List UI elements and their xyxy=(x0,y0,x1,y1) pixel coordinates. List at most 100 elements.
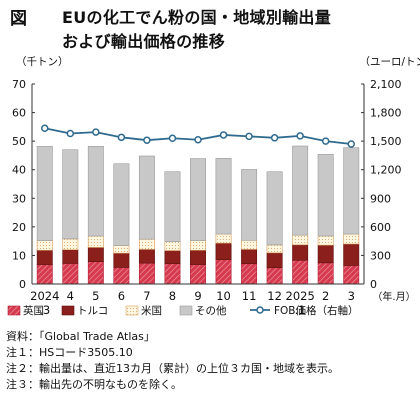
bar-segment xyxy=(164,241,181,251)
fob-price-point xyxy=(296,132,304,140)
bar-segment xyxy=(266,267,283,285)
fob-price-point xyxy=(66,129,75,138)
y-tick-label: 20 xyxy=(12,221,26,234)
bar-segment xyxy=(317,153,334,237)
bar-segment xyxy=(292,145,309,236)
legend-label: トルコ xyxy=(77,305,108,317)
fob-price-point xyxy=(347,140,355,148)
bar-segment xyxy=(215,242,232,261)
fob-price-point xyxy=(117,133,126,142)
bar-segment xyxy=(343,147,360,235)
x-tick-label: 8 xyxy=(169,289,176,303)
notes-block: 資料：「Global Trade Atlas」 注１：HSコード3505.10 … xyxy=(6,329,339,393)
y2-tick-label: 300 xyxy=(370,249,391,262)
y2-tick-label: 0 xyxy=(370,278,377,291)
x-tick-label: 9 xyxy=(194,289,201,303)
bar-segment xyxy=(241,169,258,241)
bar-segment xyxy=(266,171,283,246)
legend-swatch xyxy=(125,305,139,316)
bar-segment xyxy=(36,264,53,285)
bar-segment xyxy=(292,234,309,246)
y2-tick-label: 600 xyxy=(370,221,391,234)
legend-line-marker xyxy=(256,306,264,314)
bar-segment xyxy=(138,155,155,240)
bar-segment xyxy=(138,249,155,264)
y2-tick-label: 900 xyxy=(370,192,391,205)
legend-swatch xyxy=(179,305,193,316)
bar-segment xyxy=(292,259,309,285)
legend-label: FOB価格（右軸） xyxy=(274,304,359,317)
fob-price-point xyxy=(41,124,49,133)
bar-segment xyxy=(317,244,334,264)
figure-label: 図 xyxy=(10,9,27,29)
bar-segment xyxy=(36,145,53,241)
bar-segment xyxy=(266,252,283,269)
x-tick-label: 7 xyxy=(143,289,150,303)
bar-segment xyxy=(164,171,181,243)
x-unit-label: （年.月） xyxy=(372,290,415,303)
y2-tick-label: 1,500 xyxy=(370,135,402,148)
bar-segment xyxy=(215,259,232,285)
fob-price-point xyxy=(168,134,177,143)
source-note: 資料：「Global Trade Atlas」 xyxy=(6,330,155,343)
y-tick-label: 60 xyxy=(12,107,26,120)
y2-tick-label: 1,800 xyxy=(370,107,402,120)
x-tick-label: 2025 xyxy=(286,289,315,303)
note-2: 注２：輸出量は、直近13カ月（累計）の上位３カ国・地域を表示。 xyxy=(6,362,339,375)
bar-segment xyxy=(343,265,360,285)
y-tick-label: 70 xyxy=(12,78,26,91)
bar-segment xyxy=(164,250,181,265)
figure-title-block: 図 EUの化工でん粉の国・地域別輸出量 および輸出価格の推移 xyxy=(0,0,420,52)
y2-tick-label: 1,200 xyxy=(370,164,402,177)
bar-segment xyxy=(36,249,53,265)
fob-price-point xyxy=(270,134,279,142)
figure-title-line1: EUの化工でん粉の国・地域別輸出量 xyxy=(62,8,332,27)
x-tick-label: 10 xyxy=(216,289,231,303)
bar-segment xyxy=(241,263,258,285)
left-axis-title: （千トン） xyxy=(16,56,69,68)
y-tick-label: 40 xyxy=(12,164,26,177)
bar-segment xyxy=(266,244,283,254)
x-tick-label: 4 xyxy=(67,289,74,303)
figure-title-line2: および輸出価格の推移 xyxy=(62,32,226,51)
bar-segment xyxy=(87,247,104,263)
bar-segment xyxy=(138,262,155,285)
y-tick-label: 10 xyxy=(12,249,26,262)
bar-segment xyxy=(87,235,104,248)
bar-segment xyxy=(215,157,232,235)
x-tick-label: .1 xyxy=(295,303,306,317)
bar-segment xyxy=(190,240,206,251)
bar-segment xyxy=(317,235,334,246)
bar-segment xyxy=(292,244,309,261)
x-tick-label: 2024 xyxy=(30,289,59,303)
bar-segment xyxy=(87,145,104,237)
y-tick-label: 50 xyxy=(12,135,26,148)
bar-segment xyxy=(164,263,181,285)
legend-swatch xyxy=(61,305,75,316)
bar-segment xyxy=(113,252,130,268)
x-tick-label: 5 xyxy=(92,289,99,303)
fob-price-point xyxy=(194,135,202,144)
bar-segment xyxy=(215,233,232,244)
legend-label: その他 xyxy=(195,304,227,317)
fob-price-point xyxy=(219,131,228,139)
bar-segment xyxy=(190,264,206,285)
x-tick-label: 12 xyxy=(267,289,282,303)
x-tick-label: .3 xyxy=(39,303,50,317)
bar-segment xyxy=(113,163,130,246)
legend-swatch xyxy=(7,305,21,316)
bar-segment xyxy=(138,238,155,250)
bar-segment xyxy=(62,263,79,285)
x-tick-label: 11 xyxy=(242,289,257,303)
note-1: 注１：HSコード3505.10 xyxy=(6,346,133,359)
bar-segment xyxy=(190,158,206,241)
fob-price-point xyxy=(143,136,151,144)
bar-segment xyxy=(36,240,53,251)
note-3: 注３：輸出先の不明なものを除く。 xyxy=(6,378,182,391)
x-tick-label: 6 xyxy=(118,289,125,303)
bar-segment xyxy=(190,249,206,265)
fob-price-point xyxy=(245,132,253,141)
x-tick-label: 3 xyxy=(348,289,355,303)
fob-price-point xyxy=(321,137,330,145)
legend-label: 英国 xyxy=(23,304,44,317)
